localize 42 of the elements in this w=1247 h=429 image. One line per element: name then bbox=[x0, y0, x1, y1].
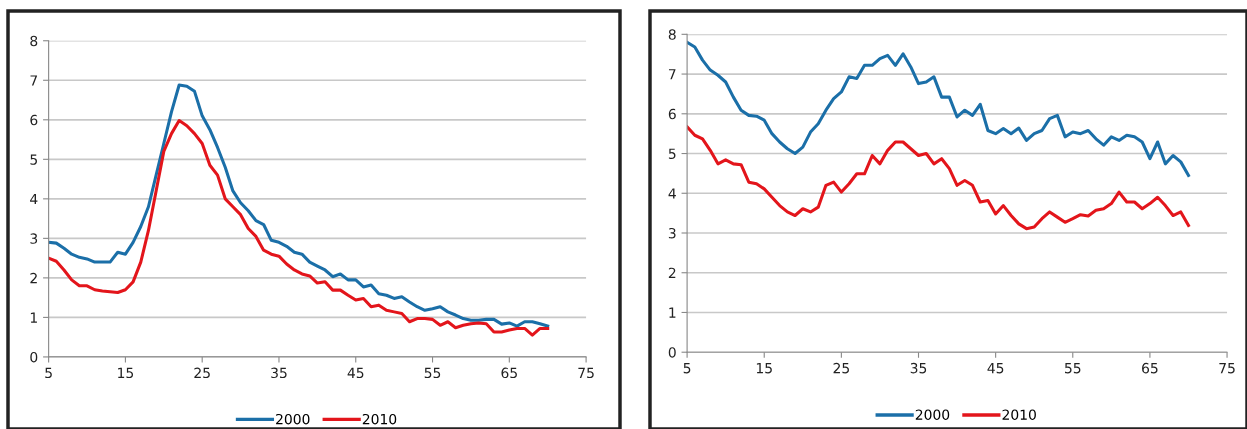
y-tick-label: 5 bbox=[30, 154, 37, 165]
y-tick-label: 6 bbox=[30, 114, 38, 126]
y-tick-label: 3 bbox=[30, 233, 38, 244]
x-tick-label: 75 bbox=[578, 367, 594, 379]
y-tick-label: 1 bbox=[669, 307, 676, 318]
y-tick-label: 8 bbox=[668, 29, 676, 40]
x-tick-label: 45 bbox=[347, 367, 364, 379]
x-tick-label: 5 bbox=[683, 363, 691, 374]
y-tick-label: 7 bbox=[668, 69, 676, 80]
legend-label: 2000 bbox=[915, 409, 950, 420]
y-tick-label: 7 bbox=[30, 75, 38, 86]
line-series bbox=[48, 119, 550, 337]
x-tick-label: 75 bbox=[1219, 363, 1235, 374]
legend-label: 2010 bbox=[362, 413, 397, 425]
x-tick-label: 15 bbox=[118, 367, 134, 379]
y-tick-label: 4 bbox=[30, 193, 38, 205]
y-tick-label: 5 bbox=[668, 148, 676, 159]
x-tick-label: 25 bbox=[833, 362, 849, 374]
x-tick-label: 45 bbox=[987, 363, 1004, 374]
y-tick-label: 8 bbox=[30, 35, 38, 47]
y-tick-label: 3 bbox=[668, 227, 676, 239]
legend-label: 2000 bbox=[276, 413, 310, 425]
x-tick-label: 25 bbox=[194, 367, 210, 379]
y-tick-label: 6 bbox=[668, 108, 676, 120]
x-tick-label: 35 bbox=[271, 367, 287, 379]
line-series bbox=[48, 83, 550, 328]
y-tick-label: 0 bbox=[30, 351, 38, 363]
y-tick-label: 2 bbox=[30, 272, 37, 284]
x-tick-label: 55 bbox=[424, 367, 441, 379]
y-tick-label: 1 bbox=[30, 312, 37, 323]
y-tick-label: 2 bbox=[668, 267, 676, 279]
y-tick-label: 0 bbox=[668, 347, 676, 358]
x-tick-label: 55 bbox=[1065, 363, 1081, 374]
legend-label: 2010 bbox=[1002, 409, 1036, 420]
x-tick-label: 35 bbox=[910, 362, 927, 374]
x-tick-label: 5 bbox=[45, 367, 52, 379]
x-tick-label: 65 bbox=[501, 367, 517, 379]
y-tick-label: 4 bbox=[668, 188, 676, 199]
x-tick-label: 65 bbox=[1142, 362, 1158, 374]
x-tick-label: 15 bbox=[756, 363, 772, 374]
line-series bbox=[687, 40, 1191, 177]
line-series bbox=[687, 125, 1191, 231]
